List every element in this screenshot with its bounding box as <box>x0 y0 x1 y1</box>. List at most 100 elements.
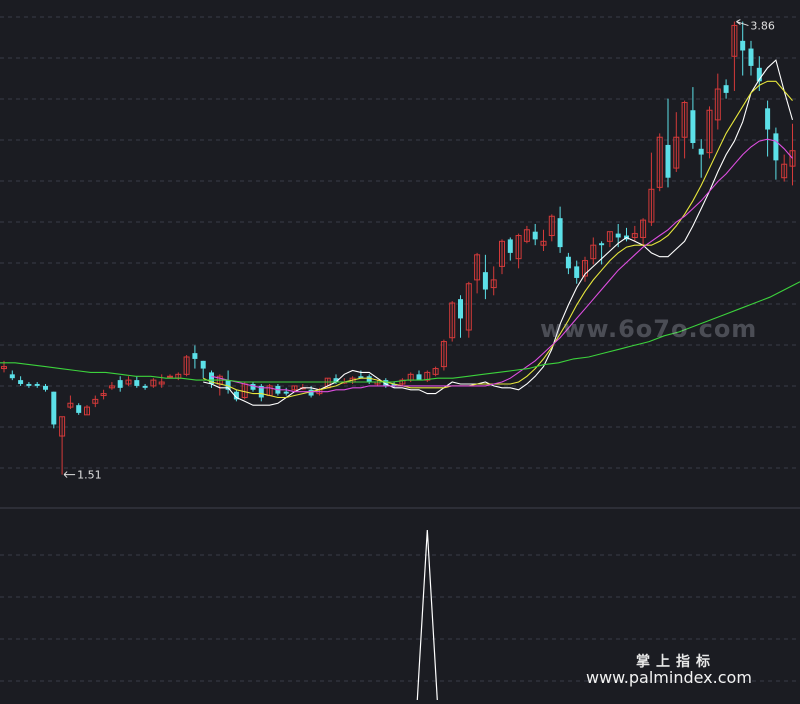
candle-body-up <box>183 356 190 375</box>
candle-body-up <box>631 233 638 238</box>
candle-body-down <box>34 383 40 386</box>
candle-body-down <box>765 108 771 130</box>
candle-body-up <box>781 163 788 179</box>
candle-body-up <box>490 279 497 289</box>
watermark-brand-cn: 掌上指标 <box>636 654 716 670</box>
candle-body-up <box>648 188 655 223</box>
candle-body-up <box>681 102 688 138</box>
candle-body-down <box>565 256 571 269</box>
candle-body-down <box>557 218 563 248</box>
candle-body-down <box>366 376 372 383</box>
candle-body-down <box>134 380 140 386</box>
candle-body-down <box>333 378 339 383</box>
candle-body-down <box>192 353 198 359</box>
indicator-spike <box>416 529 438 701</box>
candle-body-down <box>740 40 746 51</box>
candle-body-up <box>84 406 90 416</box>
candle-body-up <box>474 254 481 281</box>
candle-body-down <box>117 380 123 388</box>
high-price-label: 3.86 <box>750 20 775 33</box>
candle-body-up <box>656 136 663 188</box>
candle-body-down <box>142 385 148 388</box>
candle-body-up <box>548 215 555 237</box>
candle-body-down <box>225 380 231 390</box>
candle-body-up <box>67 402 74 408</box>
candle-body-down <box>507 239 513 253</box>
candle-body-up <box>108 385 115 389</box>
candle-body-up <box>582 260 588 277</box>
candle-body-up <box>540 240 547 246</box>
candle-body-up <box>714 88 721 121</box>
panel-separator <box>0 507 800 682</box>
candle-body-up <box>449 302 456 339</box>
candle-body-down <box>358 376 364 379</box>
watermark-site: www.6o7o.com <box>540 315 758 343</box>
candle-body-down <box>258 385 264 398</box>
candle-body-down <box>665 144 671 178</box>
candle-body-up <box>440 341 447 368</box>
candlestick-series <box>1 21 796 475</box>
candle-body-down <box>690 110 696 144</box>
candle-body-down <box>416 374 422 381</box>
candle-body-up <box>150 379 157 387</box>
candle-body-down <box>76 405 82 413</box>
candle-body-up <box>291 385 298 391</box>
candle-body-up <box>640 219 647 238</box>
candle-body-up <box>465 283 472 331</box>
candle-body-down <box>756 67 762 82</box>
candle-body-down <box>698 148 704 155</box>
candle-body-up <box>731 24 738 57</box>
ma60-line <box>0 281 800 383</box>
candle-body-down <box>773 133 779 161</box>
candle-body-up <box>59 416 66 437</box>
candle-body-down <box>209 372 214 384</box>
ma5-line <box>203 59 794 406</box>
candle-body-down <box>383 380 389 386</box>
indicator-panel <box>416 529 438 701</box>
candle-body-down <box>9 374 15 379</box>
candle-body-up <box>158 381 165 385</box>
candle-body-up <box>515 235 522 260</box>
candle-body-down <box>283 391 289 394</box>
candle-body-down <box>26 383 32 386</box>
candle-body-down <box>18 380 24 384</box>
candle-body-up <box>590 244 597 260</box>
candle-body-up <box>100 393 107 397</box>
candle-body-up <box>523 229 530 242</box>
moving-averages <box>0 59 800 406</box>
candle-body-up <box>92 398 99 404</box>
candle-body-up <box>606 231 613 242</box>
candle-body-down <box>200 360 206 369</box>
candle-body-down <box>723 85 729 93</box>
candle-body-down <box>43 385 48 390</box>
candle-body-down <box>458 299 463 319</box>
low-price-label: 1.51 <box>77 469 102 482</box>
candle-body-up <box>499 240 505 267</box>
price-annotations: 3.86 1.51 <box>63 19 775 482</box>
candle-body-up <box>399 379 406 385</box>
candle-body-up <box>789 150 796 167</box>
candle-body-down <box>574 266 580 278</box>
candle-body-up <box>706 109 713 154</box>
candle-body-down <box>615 233 621 238</box>
candle-body-down <box>532 231 538 240</box>
high-arrow <box>736 19 749 27</box>
candle-body-up <box>167 375 173 378</box>
candle-body-up <box>1 366 7 370</box>
candle-body-up <box>125 379 132 385</box>
candle-body-down <box>482 272 488 290</box>
candle-body-down <box>748 48 754 66</box>
candle-body-down <box>599 243 605 246</box>
candle-body-down <box>250 383 256 390</box>
candle-body-up <box>424 371 431 381</box>
candle-body-up <box>432 368 439 375</box>
candle-body-down <box>391 383 397 386</box>
ma10-line <box>202 80 793 399</box>
candle-body-up <box>673 136 680 169</box>
candle-body-down <box>233 391 239 400</box>
candle-body-down <box>51 391 57 425</box>
ma20-line <box>211 138 793 393</box>
candle-body-down <box>308 389 314 396</box>
